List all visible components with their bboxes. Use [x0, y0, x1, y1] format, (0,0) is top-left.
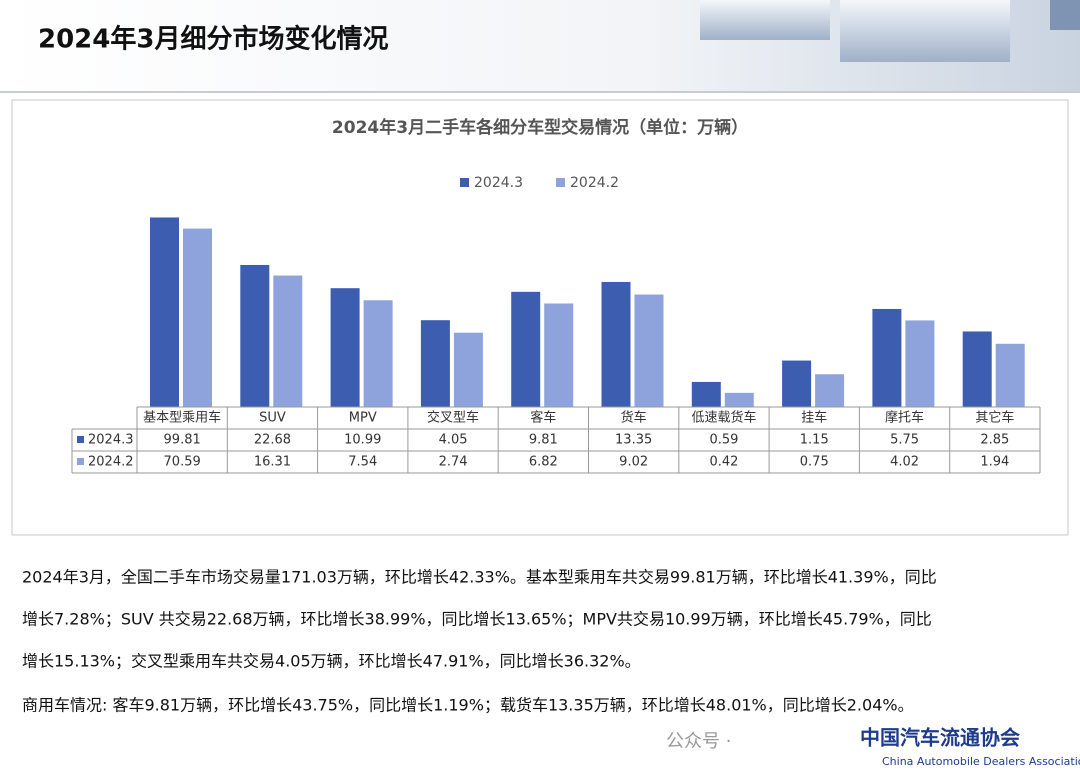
x-tick-label: 货车 — [621, 410, 647, 426]
legend-swatch — [460, 178, 469, 187]
table-value: 7.54 — [348, 455, 377, 470]
body-text: 2024年3月，全国二手车市场交易量171.03万辆，环比增长42.33%。基本… — [22, 568, 937, 587]
table-value: 9.02 — [619, 455, 648, 470]
bar — [420, 320, 450, 407]
body-text: 增长7.28%；SUV 共交易22.68万辆，环比增长38.99%，同比增长13… — [22, 610, 932, 629]
org-name-en: China Automobile Dealers Association — [882, 755, 1080, 768]
legend-label: 2024.2 — [570, 175, 619, 191]
x-tick-label: 挂车 — [801, 410, 827, 426]
decor — [1050, 0, 1080, 30]
table-value: 9.81 — [529, 433, 558, 448]
table-value: 0.59 — [709, 433, 738, 448]
table-value: 5.75 — [890, 433, 919, 448]
table-value: 0.75 — [800, 455, 829, 470]
legend-label: 2024.3 — [474, 175, 523, 191]
bar — [330, 288, 360, 407]
decor — [840, 0, 1010, 62]
table-value: 6.82 — [529, 455, 558, 470]
x-tick-label: 客车 — [530, 410, 556, 426]
bar — [363, 300, 393, 407]
bar — [601, 281, 631, 407]
bar — [634, 294, 664, 407]
bar — [273, 275, 303, 407]
bar — [782, 360, 812, 407]
bar — [691, 381, 721, 407]
legend-swatch — [556, 178, 565, 187]
org-name: 中国汽车流通协会 — [860, 726, 1020, 750]
table-value: 1.15 — [800, 433, 829, 448]
table-value: 99.81 — [164, 433, 201, 448]
bar — [240, 264, 270, 407]
table-value: 10.99 — [344, 433, 381, 448]
table-value: 16.31 — [254, 455, 291, 470]
slide-title: 2024年3月细分市场变化情况 — [38, 24, 388, 55]
table-value: 2.74 — [439, 455, 468, 470]
table-value: 0.42 — [709, 455, 738, 470]
body-text: 商用车情况: 客车9.81万辆，环比增长43.75%，同比增长1.19%；载货车… — [22, 696, 914, 715]
x-tick-label: 其它车 — [975, 410, 1014, 426]
x-tick-label: MPV — [349, 411, 377, 426]
bar — [150, 217, 179, 407]
bar — [453, 332, 483, 407]
bar — [995, 343, 1025, 407]
wechat-mark: 公众号 · — [666, 731, 731, 752]
table-row-label: 2024.3 — [88, 433, 134, 448]
x-tick-label: 低速载货车 — [691, 410, 756, 426]
bar — [905, 320, 935, 407]
x-tick-label: SUV — [259, 411, 286, 426]
decor — [700, 0, 830, 40]
chart-title: 2024年3月二手车各细分车型交易情况（单位：万辆） — [332, 117, 748, 138]
bar — [183, 228, 212, 407]
x-tick-label: 基本型乘用车 — [143, 410, 221, 426]
bar — [511, 291, 541, 407]
table-legend-key — [77, 458, 84, 465]
table-value: 13.35 — [615, 433, 652, 448]
table-value: 2.85 — [980, 433, 1009, 448]
table-value: 4.05 — [439, 433, 468, 448]
bar — [872, 308, 902, 407]
body-text: 增长15.13%；交叉型乘用车共交易4.05万辆，环比增长47.91%，同比增长… — [22, 652, 641, 671]
table-row-label: 2024.2 — [88, 455, 134, 470]
x-tick-label: 摩托车 — [885, 410, 924, 426]
table-legend-key — [77, 436, 84, 443]
table-value: 22.68 — [254, 433, 291, 448]
bar — [815, 374, 845, 407]
bar — [544, 303, 574, 407]
table-value: 4.02 — [890, 455, 919, 470]
bar — [724, 392, 754, 407]
table-value: 1.94 — [980, 455, 1009, 470]
x-tick-label: 交叉型车 — [427, 410, 479, 426]
table-value: 70.59 — [164, 455, 201, 470]
bar — [962, 331, 992, 407]
